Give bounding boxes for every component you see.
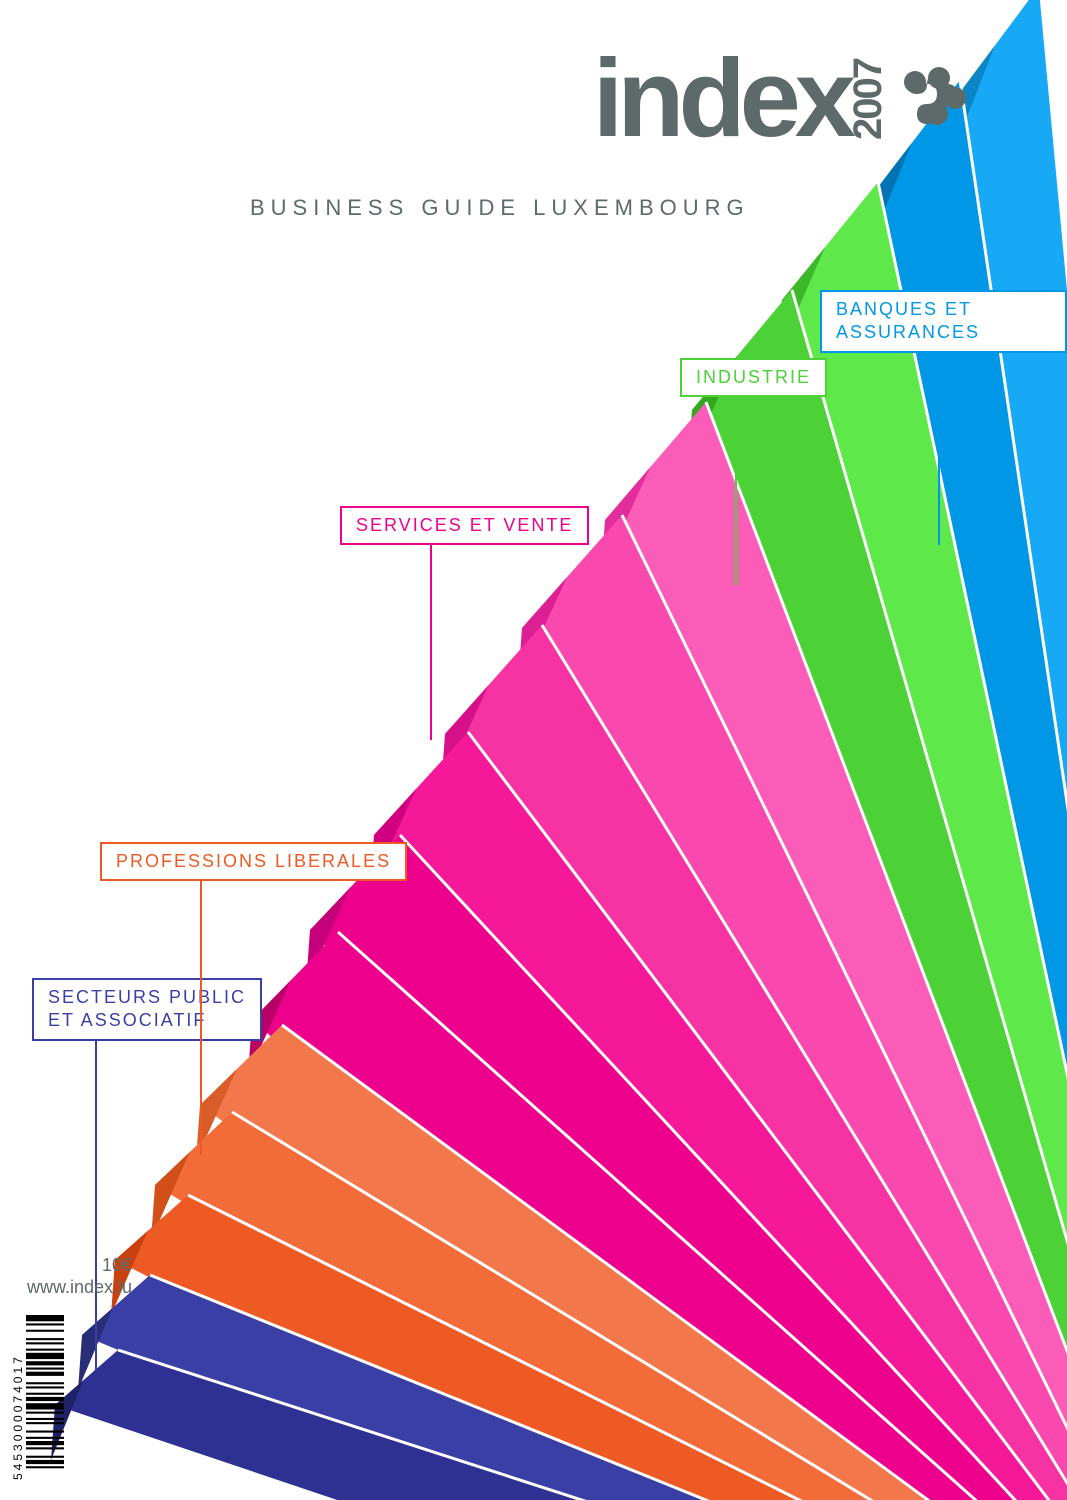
- label-connector: [430, 538, 432, 740]
- price: 10€: [12, 1255, 132, 1277]
- label-connector: [938, 322, 940, 545]
- price-info: 10€ www.index.lu: [12, 1255, 132, 1298]
- logo-icon: [897, 64, 977, 134]
- logo-year: 2007: [846, 59, 891, 140]
- subtitle: BUSINESS GUIDE LUXEMBOURG: [250, 195, 750, 221]
- logo: index2007: [593, 55, 977, 143]
- svg-text:5453000074017: 5453000074017: [12, 1354, 25, 1480]
- category-label: SECTEURS PUBLIC ET ASSOCIATIF: [32, 978, 262, 1041]
- label-connector: [735, 390, 737, 585]
- category-label: BANQUES ET ASSURANCES: [820, 290, 1067, 353]
- fan-graphic: [0, 0, 1067, 1500]
- label-connector: [200, 874, 202, 1155]
- category-label: INDUSTRIE: [680, 358, 827, 397]
- label-connector: [95, 1034, 97, 1370]
- logo-text: index: [593, 55, 850, 143]
- barcode: 5453000074017: [12, 1310, 67, 1490]
- category-label: PROFESSIONS LIBERALES: [100, 842, 407, 881]
- category-label: SERVICES ET VENTE: [340, 506, 589, 545]
- website: www.index.lu: [12, 1277, 132, 1299]
